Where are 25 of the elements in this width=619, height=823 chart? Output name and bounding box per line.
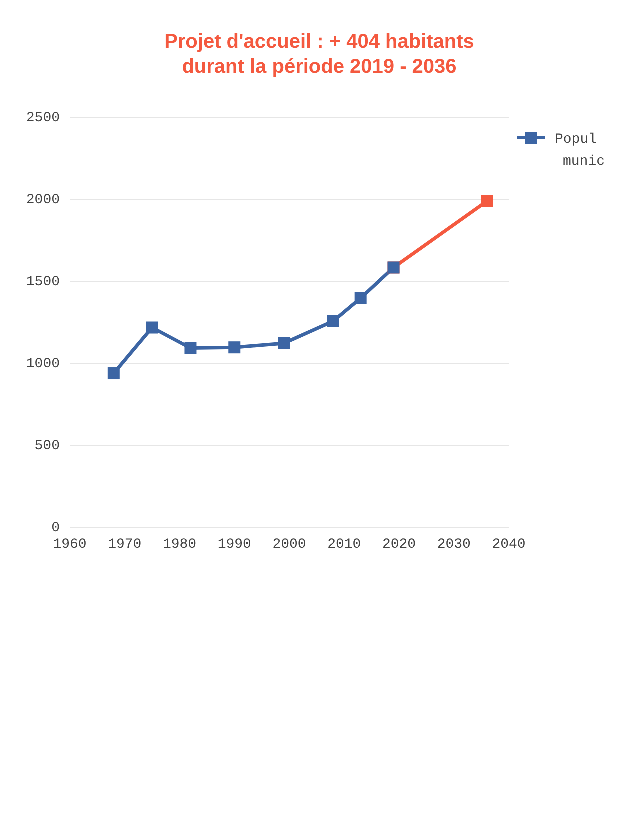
legend-label: Popul munic <box>555 132 606 170</box>
point <box>108 368 120 380</box>
x-tick-label: 2030 <box>437 537 471 553</box>
x-tick-label: 2040 <box>492 537 526 553</box>
point <box>278 338 290 350</box>
y-tick-label: 2500 <box>26 110 60 127</box>
x-tick-label: 2020 <box>382 537 416 553</box>
y-tick-label: 1500 <box>26 274 60 291</box>
y-tick-label: 2000 <box>26 192 60 209</box>
point <box>327 315 340 328</box>
x-tick-label: 1990 <box>218 537 252 553</box>
y-tick-label: 1000 <box>26 356 60 373</box>
point <box>228 342 241 354</box>
point <box>184 342 197 354</box>
x-tick-label: 1960 <box>53 537 87 553</box>
x-tick-label: 1980 <box>162 537 197 553</box>
x-tick-label: 2010 <box>328 537 362 553</box>
y-tick-label: 0 <box>52 520 60 537</box>
text: Projet d'accueil : + 404 habitants durant la période 2019 - 2036 <box>164 31 474 78</box>
y-tick-label: 500 <box>34 438 60 455</box>
point <box>481 195 494 208</box>
point <box>146 322 158 334</box>
x-tick-label: 1970 <box>108 537 142 553</box>
x-tick-label: 2000 <box>272 537 306 553</box>
point <box>354 292 367 304</box>
